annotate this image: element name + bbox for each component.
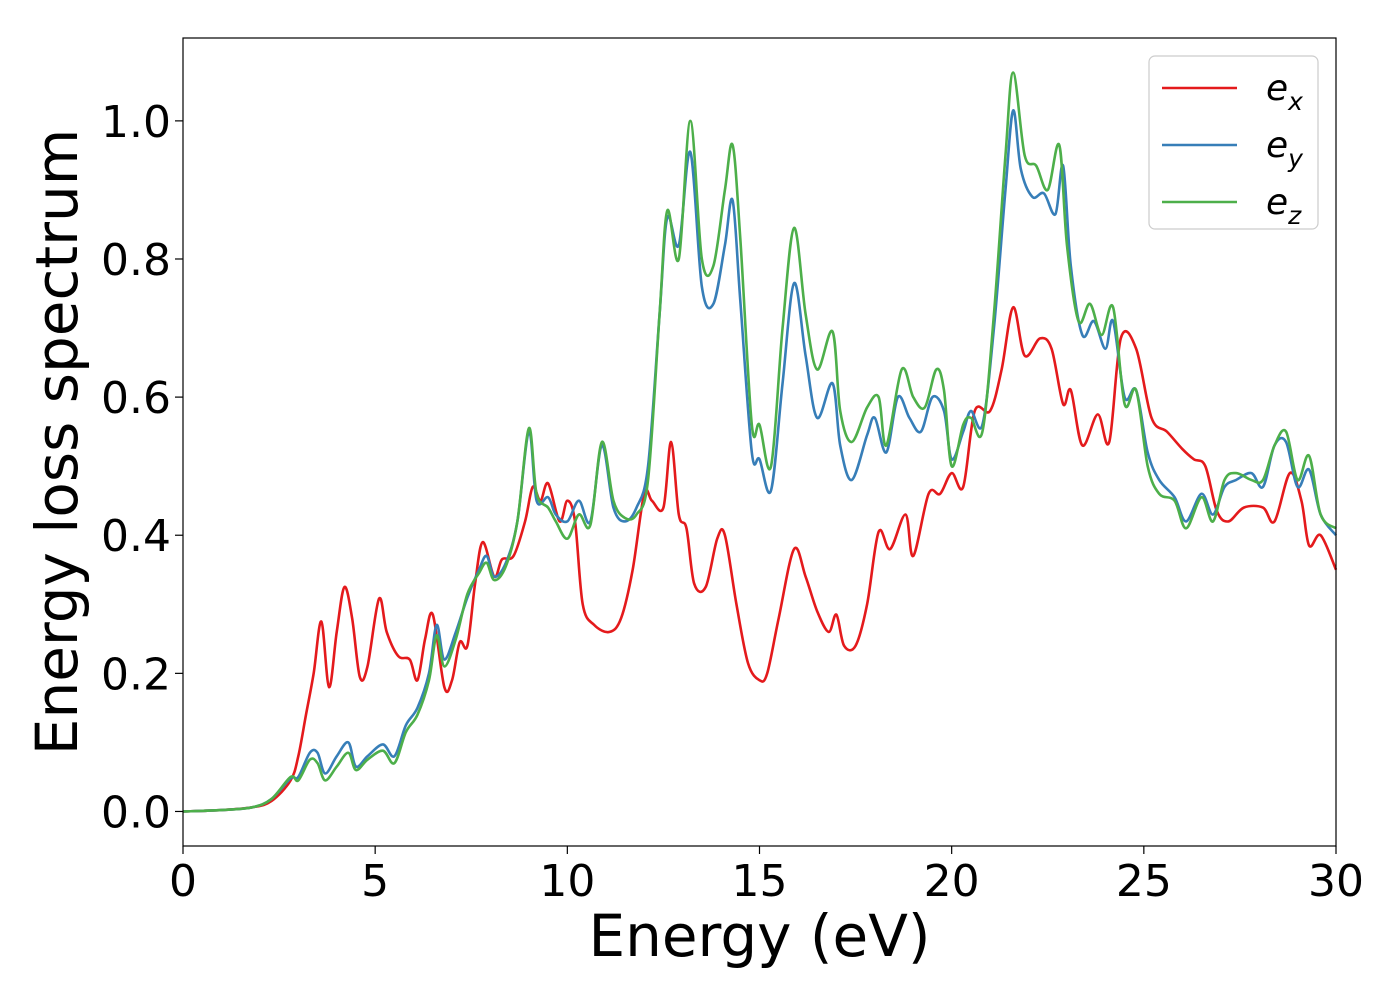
x-tick-label: 5 (361, 856, 389, 907)
x-tick-label: 25 (1116, 856, 1172, 907)
legend-label-base: e (1266, 68, 1288, 109)
series-line-z (182, 71, 1337, 813)
legend-label-y: ey (1266, 125, 1304, 173)
x-axis-label: Energy (eV) (588, 902, 930, 970)
y-tick-label: 0.0 (101, 787, 171, 838)
series-lines (182, 71, 1338, 813)
series-line-x (182, 306, 1338, 813)
x-tick-label: 0 (169, 856, 197, 907)
legend-label-x: ex (1266, 68, 1303, 116)
x-tick-label: 20 (924, 856, 980, 907)
y-axis-label: Energy loss spectrum (23, 129, 91, 755)
legend-label-base: e (1266, 182, 1288, 223)
y-tick-label: 1.0 (101, 97, 171, 148)
x-tick-label: 15 (732, 856, 788, 907)
y-tick-label: 0.2 (101, 649, 171, 700)
y-tick-label: 0.6 (101, 373, 171, 424)
legend-label-z: ez (1266, 182, 1302, 230)
y-tick-label: 0.4 (101, 511, 171, 562)
legend-box (1148, 55, 1319, 230)
legend-label-subscript: y (1287, 144, 1304, 173)
legend-label-subscript: z (1287, 201, 1302, 230)
x-tick-label: 30 (1308, 856, 1364, 907)
y-axis-ticks: 0.0 0.2 0.4 0.6 0.8 1.0 (101, 97, 183, 838)
x-tick-label: 10 (539, 856, 595, 907)
y-tick-label: 0.8 (101, 235, 171, 286)
legend-label-base: e (1266, 125, 1288, 166)
x-axis-ticks: 0 5 10 15 20 25 30 (169, 846, 1364, 907)
legend-label-subscript: x (1287, 87, 1303, 116)
